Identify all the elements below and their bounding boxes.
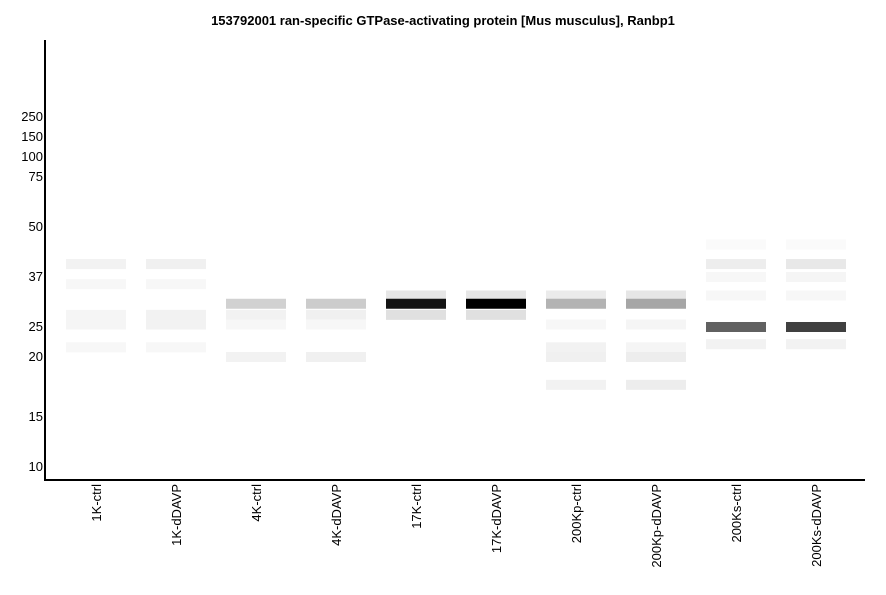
gel-band — [146, 342, 206, 353]
y-tick-label: 37 — [29, 269, 43, 284]
gel-band — [626, 319, 686, 330]
gel-band — [786, 259, 846, 270]
x-tick-label: 1K-dDAVP — [169, 484, 184, 546]
gel-band — [626, 298, 686, 309]
chart-title: 153792001 ran-specific GTPase-activating… — [211, 13, 675, 28]
x-tick-label: 1K-ctrl — [89, 484, 104, 522]
gel-band — [306, 352, 366, 362]
gel-band — [466, 309, 526, 320]
gel-band — [706, 339, 766, 350]
gel-band — [66, 342, 126, 353]
gel-band — [626, 342, 686, 353]
gel-band — [466, 298, 526, 309]
gel-band — [546, 298, 606, 309]
gel-band — [546, 379, 606, 390]
gel-band — [306, 319, 366, 330]
gel-band — [546, 342, 606, 353]
gel-band — [786, 272, 846, 282]
y-tick-label: 10 — [29, 459, 43, 474]
y-tick-label: 150 — [21, 129, 43, 144]
gel-band — [146, 259, 206, 270]
gel-band — [306, 298, 366, 309]
gel-band — [66, 259, 126, 270]
x-tick-label: 4K-ctrl — [249, 484, 264, 522]
bands-layer — [66, 239, 846, 390]
x-tick-label: 17K-ctrl — [409, 484, 424, 529]
y-axis-ticks: 250 150 100 75 50 37 25 20 15 10 — [21, 109, 43, 474]
gel-band — [146, 279, 206, 290]
gel-band — [626, 379, 686, 390]
y-tick-label: 15 — [29, 409, 43, 424]
gel-band — [226, 319, 286, 330]
x-tick-label: 200Kp-dDAVP — [649, 484, 664, 568]
gel-band — [626, 290, 686, 301]
y-tick-label: 75 — [29, 169, 43, 184]
gel-band — [146, 309, 206, 320]
gel-band — [706, 290, 766, 301]
gel-band — [786, 290, 846, 301]
gel-band — [146, 319, 206, 330]
y-tick-label: 50 — [29, 219, 43, 234]
gel-band — [786, 339, 846, 350]
y-tick-label: 250 — [21, 109, 43, 124]
gel-band — [66, 319, 126, 330]
gel-band — [66, 279, 126, 290]
gel-band — [546, 319, 606, 330]
x-tick-label: 200Ks-ctrl — [729, 484, 744, 543]
gel-band — [706, 322, 766, 332]
gel-band — [386, 298, 446, 309]
gel-band — [626, 352, 686, 362]
gel-band — [226, 352, 286, 362]
y-tick-label: 20 — [29, 349, 43, 364]
gel-band — [386, 290, 446, 301]
gel-band — [546, 352, 606, 362]
x-tick-label: 200Ks-dDAVP — [809, 484, 824, 567]
gel-band — [706, 272, 766, 282]
x-tick-label: 200Kp-ctrl — [569, 484, 584, 543]
y-tick-label: 25 — [29, 319, 43, 334]
gel-band — [466, 290, 526, 301]
gel-band — [786, 239, 846, 250]
x-tick-label: 4K-dDAVP — [329, 484, 344, 546]
y-tick-label: 100 — [21, 149, 43, 164]
gel-band — [306, 309, 366, 320]
gel-band — [706, 239, 766, 250]
gel-band — [786, 322, 846, 332]
x-tick-label: 17K-dDAVP — [489, 484, 504, 553]
gel-band — [546, 290, 606, 301]
x-axis-ticks: 1K-ctrl 1K-dDAVP 4K-ctrl 4K-dDAVP 17K-ctrl 17… — [89, 484, 824, 568]
gel-band — [386, 309, 446, 320]
gel-band — [706, 259, 766, 270]
gel-band — [226, 309, 286, 320]
gel-band — [226, 298, 286, 309]
gel-band — [66, 309, 126, 320]
